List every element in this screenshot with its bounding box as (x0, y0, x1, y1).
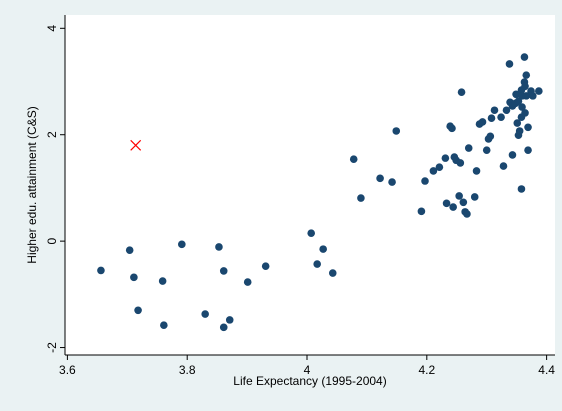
point (421, 177, 429, 185)
point (160, 321, 168, 330)
point (429, 167, 438, 175)
point (524, 123, 532, 132)
point (521, 109, 529, 117)
point (487, 114, 496, 123)
point (442, 199, 451, 208)
point (456, 159, 465, 167)
point (470, 193, 479, 201)
x-tick-label: 4.2 (418, 363, 435, 377)
point (513, 119, 522, 127)
point (515, 127, 524, 135)
point (417, 207, 426, 216)
point (457, 88, 466, 96)
point (219, 267, 228, 275)
point (482, 146, 491, 154)
point (349, 155, 358, 163)
y-tick-label: -2 (45, 342, 59, 353)
point (535, 87, 543, 95)
point (472, 167, 481, 175)
point (520, 53, 529, 61)
point (524, 146, 532, 154)
point (130, 273, 138, 282)
x-axis-title: Life Expectancy (1995-2004) (233, 374, 386, 388)
point (522, 71, 531, 79)
point (497, 113, 505, 121)
point (435, 163, 444, 171)
point (517, 185, 526, 193)
plot-area (65, 15, 555, 355)
point (459, 198, 468, 207)
x-tick-label: 4 (304, 363, 311, 377)
point (463, 210, 471, 218)
point (357, 194, 365, 202)
point (522, 92, 531, 100)
point (514, 97, 523, 105)
point (134, 306, 142, 315)
point (201, 310, 209, 318)
point (441, 154, 450, 162)
point (307, 229, 315, 237)
point (313, 260, 321, 268)
point (508, 151, 517, 159)
point (486, 132, 495, 141)
point (178, 240, 186, 249)
point (328, 269, 337, 277)
point (319, 245, 327, 253)
x-tick-label: 4.4 (538, 363, 555, 377)
point (130, 139, 142, 151)
y-tick-label: 2 (45, 131, 59, 138)
point (261, 262, 270, 270)
point (529, 92, 537, 100)
point (512, 90, 520, 99)
point (478, 118, 487, 126)
point (521, 82, 529, 91)
point (219, 323, 228, 332)
point (125, 246, 134, 254)
point (448, 124, 456, 133)
point (490, 106, 499, 115)
x-tick-label: 3.8 (179, 363, 196, 377)
y-axis-title: Higher edu. attainment (C&S) (25, 106, 39, 263)
point (518, 103, 526, 111)
point (505, 60, 514, 68)
point (388, 178, 396, 186)
point (225, 316, 234, 324)
point (455, 192, 463, 200)
point (449, 203, 457, 211)
point (158, 277, 167, 285)
point (502, 106, 511, 115)
point (464, 144, 473, 152)
point (499, 162, 508, 170)
point (392, 127, 401, 135)
point (215, 243, 223, 251)
y-tick-label: 0 (45, 237, 59, 244)
point (376, 174, 384, 183)
point (243, 278, 252, 286)
y-tick-label: 4 (45, 25, 59, 32)
point (97, 266, 105, 275)
x-tick-label: 3.6 (59, 363, 76, 377)
